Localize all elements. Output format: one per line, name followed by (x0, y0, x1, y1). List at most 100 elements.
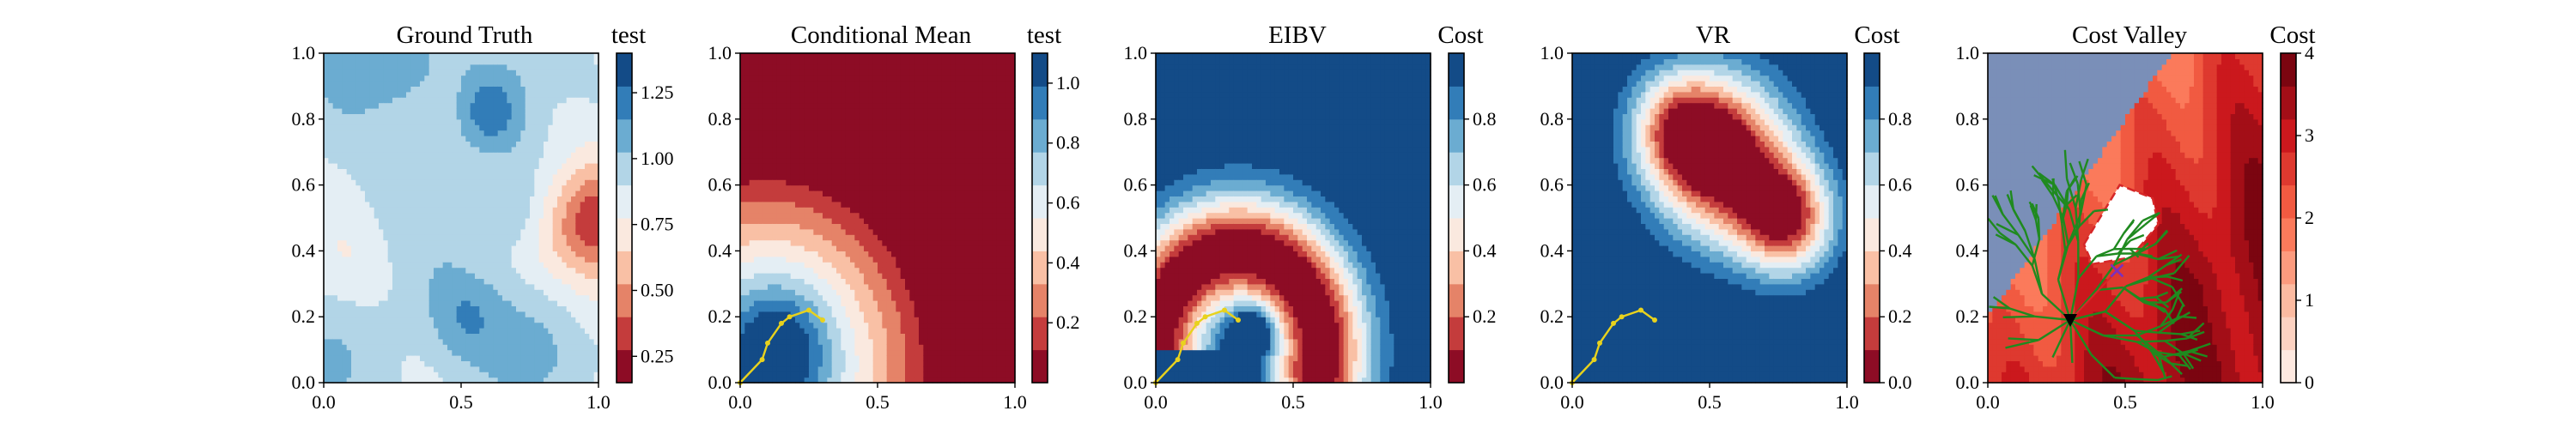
heatmap-cell (777, 124, 782, 130)
heatmap-cell (777, 179, 782, 185)
heatmap-cell (758, 300, 763, 306)
heatmap-cell (379, 323, 384, 329)
heatmap-cell (585, 158, 590, 164)
heatmap-cell (813, 64, 818, 70)
heatmap-cell (498, 76, 503, 82)
heatmap-cell (520, 344, 526, 350)
heatmap-cell (534, 295, 539, 301)
heatmap-cell (493, 289, 498, 295)
heatmap-cell (557, 174, 562, 180)
heatmap-cell (406, 372, 411, 378)
heatmap-cell (406, 268, 411, 274)
heatmap-cell (553, 289, 558, 295)
heatmap-cell (383, 251, 388, 257)
heatmap-cell (489, 141, 494, 147)
heatmap-cell (813, 333, 818, 339)
heatmap-cell (512, 202, 517, 208)
heatmap-cell (347, 53, 352, 59)
heatmap-cell (534, 268, 539, 274)
heatmap-cell (493, 158, 498, 164)
heatmap-cell (365, 76, 370, 82)
heatmap-cell (571, 168, 576, 174)
heatmap-cell (575, 58, 580, 64)
heatmap-cell (772, 92, 777, 98)
heatmap-cell (479, 53, 484, 59)
heatmap-cell (475, 202, 480, 208)
heatmap-cell (461, 240, 466, 246)
heatmap-cell (544, 289, 549, 295)
heatmap-cell (818, 158, 823, 164)
heatmap-cell (544, 234, 549, 240)
heatmap-cell (351, 158, 356, 164)
heatmap-cell (818, 257, 823, 263)
heatmap-cell (479, 141, 484, 147)
heatmap-cell (754, 190, 759, 196)
heatmap-cell (361, 58, 366, 64)
heatmap-cell (392, 53, 398, 59)
heatmap-cell (369, 158, 374, 164)
heatmap-cell (589, 323, 594, 329)
heatmap-cell (781, 273, 787, 279)
heatmap-cell (457, 339, 462, 345)
heatmap-cell (836, 124, 841, 130)
heatmap-cell (457, 262, 462, 268)
heatmap-cell (836, 119, 841, 125)
heatmap-cell (575, 147, 580, 153)
heatmap-cell (589, 273, 594, 279)
heatmap-cell (823, 64, 828, 70)
heatmap-cell (562, 108, 567, 114)
heatmap-cell (823, 223, 828, 229)
heatmap-cell (553, 168, 558, 174)
heatmap-cell (750, 350, 755, 356)
heatmap-cell (544, 97, 549, 103)
heatmap-cell (429, 333, 434, 339)
heatmap-cell (585, 295, 590, 301)
heatmap-cell (392, 103, 398, 109)
heatmap-cell (791, 113, 796, 119)
heatmap-cell (585, 76, 590, 82)
heatmap-cell (768, 113, 773, 119)
heatmap-cell (526, 58, 531, 64)
heatmap-cell (429, 229, 434, 235)
heatmap-cell (772, 86, 777, 92)
heatmap-cell (388, 295, 393, 301)
heatmap-cell (429, 240, 434, 246)
heatmap-cell (479, 136, 484, 142)
heatmap-cell (324, 323, 329, 329)
heatmap-cell (475, 97, 480, 103)
heatmap-cell (392, 136, 398, 142)
heatmap-cell (461, 152, 466, 158)
heatmap-cell (434, 168, 439, 174)
heatmap-cell (526, 317, 531, 323)
heatmap-cell (461, 158, 466, 164)
heatmap-cell (754, 141, 759, 147)
heatmap-cell (465, 328, 471, 334)
heatmap-cell (539, 317, 544, 323)
heatmap-cell (795, 305, 800, 311)
heatmap-cell (544, 245, 549, 251)
heatmap-cell (580, 130, 586, 136)
heatmap-cell (361, 53, 366, 59)
heatmap-cell (397, 92, 402, 98)
colorbar-segment (617, 218, 632, 251)
heatmap-cell (324, 119, 329, 125)
heatmap-cell (557, 339, 562, 345)
heatmap-cell (416, 268, 421, 274)
heatmap-cell (571, 190, 576, 196)
heatmap-cell (818, 64, 823, 70)
heatmap-cell (461, 295, 466, 301)
heatmap-cell (539, 223, 544, 229)
heatmap-cell (836, 372, 841, 378)
heatmap-cell (526, 86, 531, 92)
heatmap-cell (397, 202, 402, 208)
heatmap-cell (355, 213, 361, 219)
heatmap-cell (786, 344, 791, 350)
heatmap-cell (795, 124, 800, 130)
heatmap-cell (379, 213, 384, 219)
heatmap-cell (507, 350, 512, 356)
heatmap-cell (548, 97, 553, 103)
heatmap-cell (324, 218, 329, 224)
heatmap-cell (457, 158, 462, 164)
heatmap-cell (786, 163, 791, 169)
heatmap-cell (361, 97, 366, 103)
